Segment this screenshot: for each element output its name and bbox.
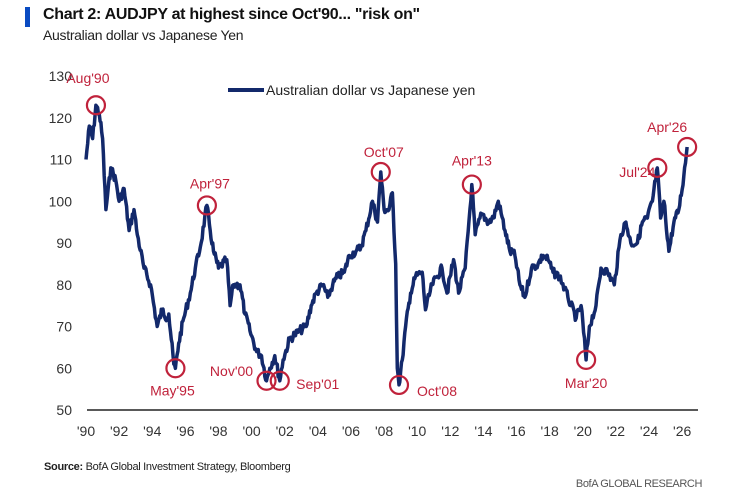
x-tick-label: '12 — [441, 423, 459, 439]
annotation-circle — [165, 358, 186, 379]
annotation-label: Aug'90 — [66, 70, 109, 86]
brand-label: BofA GLOBAL RESEARCH — [575, 478, 702, 490]
y-tick-label: 110 — [50, 152, 73, 168]
x-tick-label: '22 — [607, 423, 625, 439]
annotation-label: Nov'00 — [210, 363, 253, 379]
legend: Australian dollar vs Japanese yen — [228, 82, 475, 98]
y-tick-label: 100 — [49, 193, 73, 209]
annotation-circle — [576, 349, 597, 370]
annotation-label: Oct'07 — [364, 144, 404, 160]
annotation-label: Oct'08 — [417, 383, 457, 399]
annotation-label: Apr'13 — [452, 153, 492, 169]
x-tick-label: '20 — [574, 423, 592, 439]
annotation-label: May'95 — [150, 382, 195, 398]
x-tick-label: '00 — [242, 423, 260, 439]
x-tick-label: '92 — [110, 423, 128, 439]
x-tick-label: '24 — [640, 423, 658, 439]
source-text: BofA Global Investment Strategy, Bloombe… — [82, 461, 291, 473]
x-tick-label: '96 — [176, 423, 194, 439]
annotation-circle — [677, 136, 698, 158]
annotation-label: Apr'26 — [647, 119, 687, 135]
y-tick-label: 80 — [56, 277, 72, 293]
chart-subtitle: Australian dollar vs Japanese Yen — [43, 27, 244, 43]
annotation-circle — [256, 370, 277, 391]
legend-label: Australian dollar vs Japanese yen — [266, 82, 475, 98]
x-tick-label: '94 — [143, 423, 161, 439]
y-tick-label: 130 — [49, 68, 73, 84]
x-tick-label: '26 — [673, 423, 691, 439]
accent-bar — [25, 7, 30, 27]
annotation-circle — [85, 95, 107, 116]
annotation-label: Sep'01 — [296, 376, 339, 392]
annotation-circle — [647, 157, 668, 178]
x-tick-label: '04 — [309, 423, 327, 439]
annotation-label: Jul'24 — [619, 164, 655, 180]
y-tick-label: 50 — [56, 402, 72, 418]
x-tick-label: '16 — [507, 423, 525, 439]
series-line-audjpy — [84, 103, 689, 387]
annotation-circle — [269, 370, 290, 391]
x-axis: '90 '92 '94 '96 '98 '00 '02 '04 '06 '08 '10 '12 '14 '… — [77, 423, 692, 439]
x-tick-label: '14 — [474, 423, 492, 439]
y-tick-label: 70 — [56, 319, 72, 335]
y-tick-label: 60 — [56, 360, 72, 376]
chart-title: Chart 2: AUDJPY at highest since Oct'90.… — [43, 6, 420, 23]
annotation-label: Apr'97 — [190, 175, 230, 191]
x-tick-label: '06 — [342, 423, 360, 439]
y-tick-label: 90 — [56, 235, 72, 251]
x-tick-label: '90 — [77, 423, 95, 439]
annotation-circle — [388, 374, 410, 396]
annotations: Aug'90 May'95 Apr'97 Nov'00 Sep'01 Oct'07 Oct'… — [66, 70, 698, 399]
annotation-circle — [196, 195, 217, 216]
x-tick-label: '18 — [541, 423, 559, 439]
source-note: Source: BofA Global Investment Strategy,… — [44, 461, 291, 473]
annotation-label: Mar'20 — [565, 375, 608, 391]
x-tick-label: '98 — [209, 423, 227, 439]
line-chart: 50 60 70 80 90 100 110 120 130 '90 '92 '94 '96 '98 '0… — [49, 68, 698, 439]
annotation-circle — [370, 161, 391, 183]
x-tick-label: '08 — [375, 423, 393, 439]
annotation-circle — [461, 174, 482, 195]
x-tick-label: '02 — [276, 423, 294, 439]
source-label: Source: — [44, 461, 83, 473]
y-tick-label: 120 — [49, 110, 73, 126]
y-axis: 50 60 70 80 90 100 110 120 130 — [49, 68, 73, 418]
x-tick-label: '10 — [408, 423, 426, 439]
